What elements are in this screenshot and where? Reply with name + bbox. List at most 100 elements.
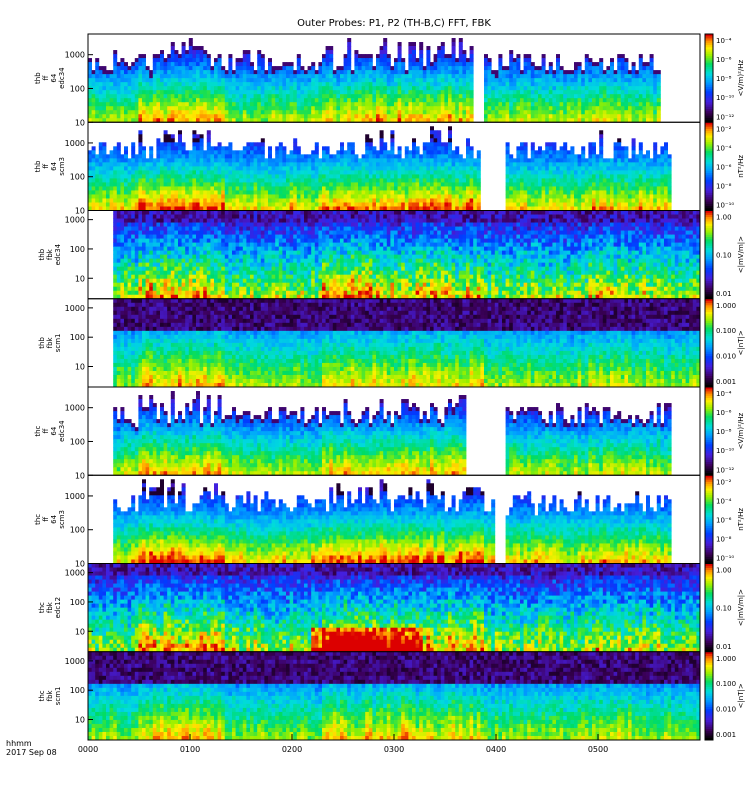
y-tick-label: 10: [75, 471, 85, 480]
y-axis-label: scm1: [54, 333, 62, 352]
y-axis-label: 64: [50, 73, 58, 82]
colorbar-tick-label: 0.100: [716, 327, 736, 335]
spectrogram-image: [113, 479, 671, 564]
colorbar-tick-label: 0.010: [716, 706, 736, 714]
y-axis-label: scm3: [58, 157, 66, 176]
y-tick-label: 10: [75, 627, 85, 636]
y-tick-label: 100: [70, 173, 85, 182]
y-axis-label: fbk: [46, 336, 54, 348]
colorbar-tick-label: 1.000: [716, 302, 736, 310]
y-axis-label: thc: [34, 514, 42, 525]
y-axis-label: thb: [34, 72, 42, 84]
colorbar-tick-label: 0.010: [716, 353, 736, 361]
x-tick-label: 0000: [78, 745, 98, 754]
colorbar-tick-label: 0.001: [716, 378, 736, 386]
x-tick-label: 0200: [282, 745, 302, 754]
colorbar-tick-label: 0.01: [716, 290, 732, 298]
colorbar-tick-label: 10⁻⁸: [716, 182, 732, 190]
colorbar-units-label: <|mV/m|>: [737, 589, 745, 626]
footer-date-label: 2017 Sep 08: [6, 748, 57, 757]
y-tick-label: 100: [70, 598, 85, 607]
y-tick-label: 10: [75, 560, 85, 569]
y-tick-label: 1000: [65, 657, 85, 666]
y-tick-label: 10: [75, 118, 85, 127]
colorbar-tick-label: 10⁻¹⁰: [716, 447, 734, 455]
y-tick-label: 1000: [65, 51, 85, 60]
colorbar-units-label: nT²/Hz: [737, 155, 745, 178]
y-tick-label: 10: [75, 207, 85, 216]
y-axis-label: scm3: [58, 510, 66, 529]
spectrogram-image: [88, 564, 700, 653]
colorbar-units-label: <V/m)²/Hz: [737, 59, 745, 96]
y-axis-label: thb: [38, 337, 46, 349]
colorbar-tick-label: 10⁻⁸: [716, 535, 732, 543]
x-tick-label: 0400: [486, 745, 506, 754]
spectrogram-image: [113, 211, 700, 300]
y-tick-label: 10: [75, 716, 85, 725]
y-tick-label: 100: [70, 84, 85, 93]
y-axis-label: ff: [42, 164, 50, 169]
y-tick-label: 1000: [65, 404, 85, 413]
y-axis-label: thc: [34, 425, 42, 436]
spectrogram-image: [88, 652, 700, 741]
x-tick-label: 0300: [384, 745, 404, 754]
colorbar-tick-label: 0.001: [716, 731, 736, 739]
spectrogram-image: [113, 299, 700, 388]
chart-title: Outer Probes: P1, P2 (TH-B,C) FFT, FBK: [297, 18, 491, 29]
colorbar-tick-label: 0.01: [716, 643, 732, 651]
y-tick-label: 100: [70, 245, 85, 254]
spectrogram-image: [88, 38, 661, 123]
colorbar-tick-label: 10⁻¹²: [716, 466, 734, 474]
colorbar-tick-label: 1.00: [716, 214, 732, 222]
y-axis-label: thb: [38, 248, 46, 260]
colorbar-tick-label: 1.00: [716, 567, 732, 575]
colorbar-units-label: <V/m)²/Hz: [737, 412, 745, 449]
colorbar-tick-label: 10⁻⁸: [716, 428, 732, 436]
y-tick-label: 1000: [65, 569, 85, 578]
y-axis-label: 64: [50, 514, 58, 523]
colorbar-tick-label: 10⁻¹⁰: [716, 555, 734, 563]
colorbar-tick-label: 10⁻⁶: [716, 163, 732, 171]
y-tick-label: 100: [70, 437, 85, 446]
y-tick-label: 100: [70, 333, 85, 342]
colorbar: 1.000.100.01<|mV/m|>: [705, 564, 745, 653]
colorbar-tick-label: 10⁻²: [716, 125, 732, 133]
colorbar-units-label: <|nT|>: [737, 330, 745, 355]
x-tick-label: 0500: [588, 745, 608, 754]
y-axis-label: edc12: [54, 597, 62, 619]
colorbar-tick-label: 10⁻⁴: [716, 497, 732, 505]
y-axis-label: fbk: [46, 248, 54, 260]
y-tick-label: 10: [75, 363, 85, 372]
colorbar-tick-label: 10⁻⁴: [716, 37, 732, 45]
y-axis-label: thc: [38, 602, 46, 613]
y-tick-label: 1000: [65, 492, 85, 501]
spectrogram-image: [88, 126, 672, 211]
y-tick-label: 100: [70, 526, 85, 535]
y-axis-label: 64: [50, 426, 58, 435]
colorbar-units-label: <|nT|>: [737, 683, 745, 708]
colorbar: 1.000 0.100 0.010 0.001 <|nT|>: [705, 299, 745, 388]
colorbar: 1.0000.1000.0100.001<|nT|>: [705, 652, 745, 741]
colorbar-units-label: <|mV/m|>: [737, 236, 745, 273]
y-tick-label: 1000: [65, 216, 85, 225]
colorbar-tick-label: 0.100: [716, 680, 736, 688]
colorbar-tick-label: 10⁻⁶: [716, 409, 732, 417]
y-axis-label: edc34: [58, 420, 66, 442]
colorbar-tick-label: 10⁻⁸: [716, 75, 732, 83]
y-tick-label: 10: [75, 274, 85, 283]
colorbar-tick-label: 10⁻²: [716, 478, 732, 486]
spectrogram-image: [113, 391, 671, 476]
colorbar-units-label: nT²/Hz: [737, 508, 745, 531]
